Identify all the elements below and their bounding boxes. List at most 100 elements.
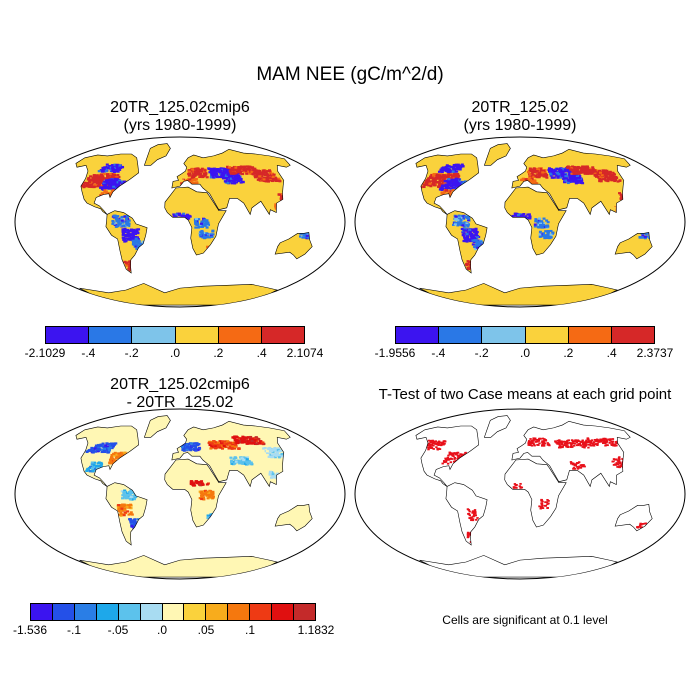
grid-cell [574, 180, 578, 184]
grid-cell [126, 496, 130, 500]
grid-cell [273, 452, 277, 456]
land-australia [275, 504, 313, 531]
grid-cell [270, 453, 274, 456]
grid-cell [552, 172, 556, 176]
grid-cell [130, 523, 134, 526]
grid-cell [93, 466, 97, 469]
grid-cell [185, 213, 189, 216]
significant-cell [582, 443, 585, 446]
grid-cell [551, 173, 555, 176]
colorbar-tick-label: -.1 [66, 623, 82, 637]
grid-cell [471, 239, 475, 242]
grid-cell [252, 441, 256, 444]
significant-cell [431, 443, 434, 446]
significant-cell [605, 441, 608, 444]
grid-cell [122, 215, 126, 218]
significant-cell [586, 441, 590, 444]
grid-cell [99, 185, 103, 188]
significant-cell [453, 458, 456, 460]
land-antarctica [419, 555, 617, 578]
grid-cell [210, 494, 214, 497]
grid-cell [267, 450, 271, 453]
grid-cell [539, 234, 543, 237]
grid-cell [205, 232, 209, 235]
grid-cell [131, 239, 135, 242]
grid-cell [88, 178, 92, 181]
grid-cell [516, 215, 520, 218]
grid-cell [465, 229, 469, 232]
significant-cell [471, 510, 475, 513]
grid-cell [120, 166, 124, 169]
significant-cell [618, 458, 621, 461]
grid-cell [239, 165, 243, 168]
grid-cell [127, 504, 131, 507]
grid-cell [191, 178, 195, 181]
significant-cell [428, 444, 432, 447]
grid-cell [97, 180, 101, 183]
grid-cell [226, 440, 230, 443]
grid-cell [471, 235, 475, 238]
grid-cell [452, 165, 456, 168]
grid-cell [103, 189, 107, 192]
grid-cell [113, 223, 117, 226]
panel-1-title: 20TR_125.02cmip6 (yrs 1980-1999) [20, 99, 340, 135]
significant-cell [580, 464, 584, 467]
significant-cell [434, 440, 437, 443]
grid-cell [516, 213, 520, 217]
grid-cell [551, 171, 555, 174]
grid-cell [229, 180, 233, 184]
grid-cell [571, 169, 575, 173]
grid-cell [244, 457, 248, 460]
grid-cell [177, 214, 181, 217]
significant-cell [573, 467, 577, 470]
grid-cell [437, 185, 441, 188]
grid-cell [88, 470, 92, 473]
grid-cell [194, 449, 198, 452]
grid-cell [123, 180, 127, 183]
significant-cell [562, 440, 565, 443]
significant-cell [596, 439, 600, 442]
significant-cell [639, 522, 642, 525]
grid-cell [573, 169, 577, 172]
significant-cell [581, 465, 584, 468]
grid-cell [129, 520, 133, 523]
significant-cell [589, 443, 592, 446]
panel-3-colorbar [30, 603, 316, 621]
grid-cell [570, 167, 574, 170]
grid-cell [185, 216, 189, 219]
grid-cell [456, 221, 460, 224]
grid-cell [223, 180, 227, 183]
grid-cell [474, 229, 478, 232]
grid-cell [103, 190, 107, 193]
grid-cell [605, 172, 609, 175]
grid-cell [443, 190, 447, 193]
grid-cell [118, 507, 122, 510]
grid-cell [445, 189, 449, 192]
grid-cell [115, 167, 119, 170]
grid-cell [97, 185, 101, 188]
grid-cell [262, 178, 266, 181]
significant-cell [612, 458, 616, 460]
grid-cell [541, 172, 545, 175]
grid-cell [533, 179, 537, 182]
significant-cell [575, 441, 579, 444]
grid-cell [641, 234, 645, 237]
grid-cell [111, 442, 115, 445]
significant-cell [514, 484, 518, 487]
significant-cell [443, 440, 447, 443]
significant-cell [585, 439, 588, 442]
grid-cell [535, 167, 539, 171]
grid-cell [127, 267, 131, 270]
grid-cell [438, 174, 442, 177]
grid-cell [266, 173, 270, 176]
significant-cell [614, 441, 617, 443]
grid-cell [245, 172, 249, 175]
grid-cell [194, 181, 198, 184]
grid-cell [189, 449, 193, 452]
significant-cell [519, 482, 522, 485]
grid-cell [202, 175, 206, 178]
grid-cell [137, 239, 141, 242]
grid-cell [201, 496, 205, 499]
grid-cell [546, 246, 550, 249]
grid-cell [128, 494, 132, 497]
